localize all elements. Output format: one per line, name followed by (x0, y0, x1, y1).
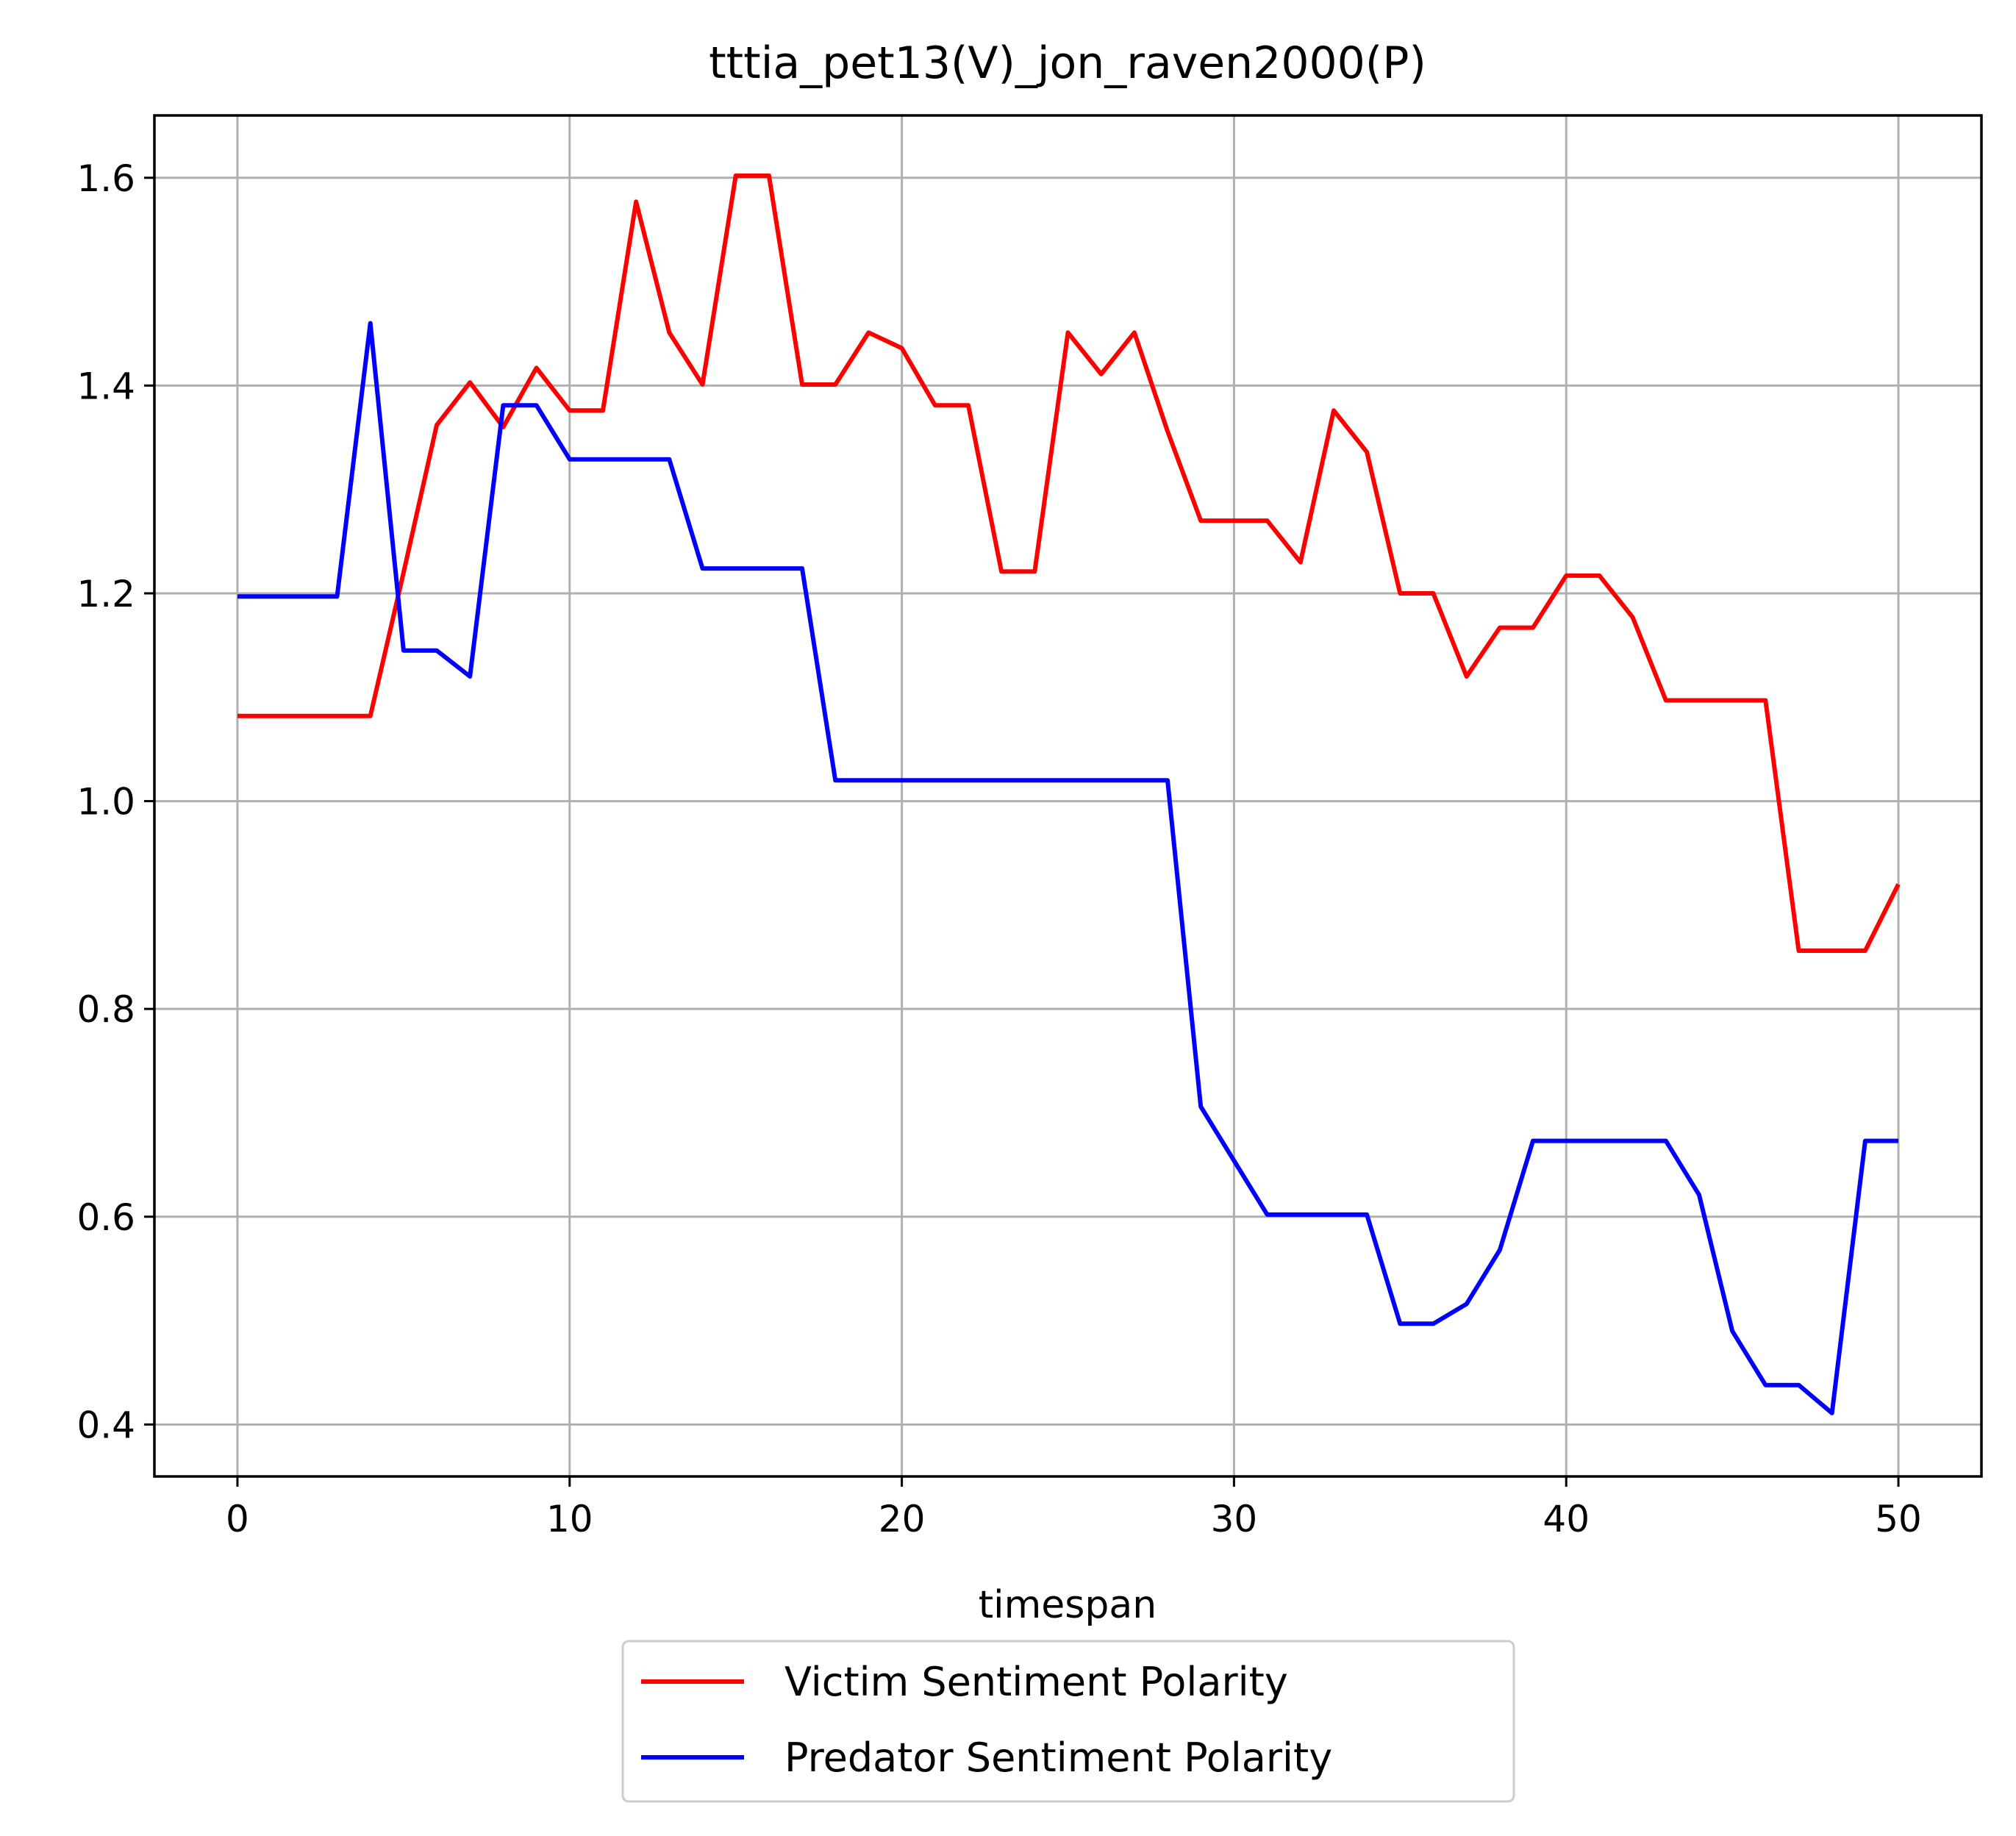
y-tick-label: 1.0 (76, 781, 135, 824)
x-axis-label: timespan (979, 1583, 1157, 1627)
legend-label-predator: Predator Sentiment Polarity (784, 1735, 1332, 1781)
plot-area-frame (153, 114, 1983, 1478)
x-tick-label: 20 (879, 1498, 926, 1540)
legend: Victim Sentiment Polarity Predator Senti… (621, 1640, 1515, 1803)
x-tick-label: 10 (546, 1498, 593, 1540)
y-tick-label: 0.8 (76, 988, 135, 1031)
legend-frame (621, 1640, 1515, 1803)
x-tick-label: 40 (1543, 1498, 1590, 1540)
data-series (237, 174, 1901, 1415)
legend-label-victim: Victim Sentiment Polarity (784, 1659, 1288, 1705)
y-tick-label: 0.4 (76, 1404, 135, 1446)
x-tick-label: 0 (226, 1498, 249, 1540)
y-tick-label: 1.2 (76, 573, 135, 615)
y-tick-label: 1.4 (76, 365, 135, 407)
x-tick-label: 50 (1875, 1498, 1922, 1540)
axis-ticks: 0 10 20 30 40 50 0.4 0.6 0.8 1.0 1.2 1.4 1.6 (76, 157, 1921, 1540)
y-tick-label: 0.6 (76, 1196, 135, 1239)
chart-title: tttia_pet13(V)_jon_raven2000(P) (709, 37, 1426, 89)
predator-sentiment-line (237, 321, 1898, 1415)
x-tick-label: 30 (1211, 1498, 1258, 1540)
y-tick-label: 1.6 (76, 157, 135, 200)
grid (154, 115, 1981, 1476)
